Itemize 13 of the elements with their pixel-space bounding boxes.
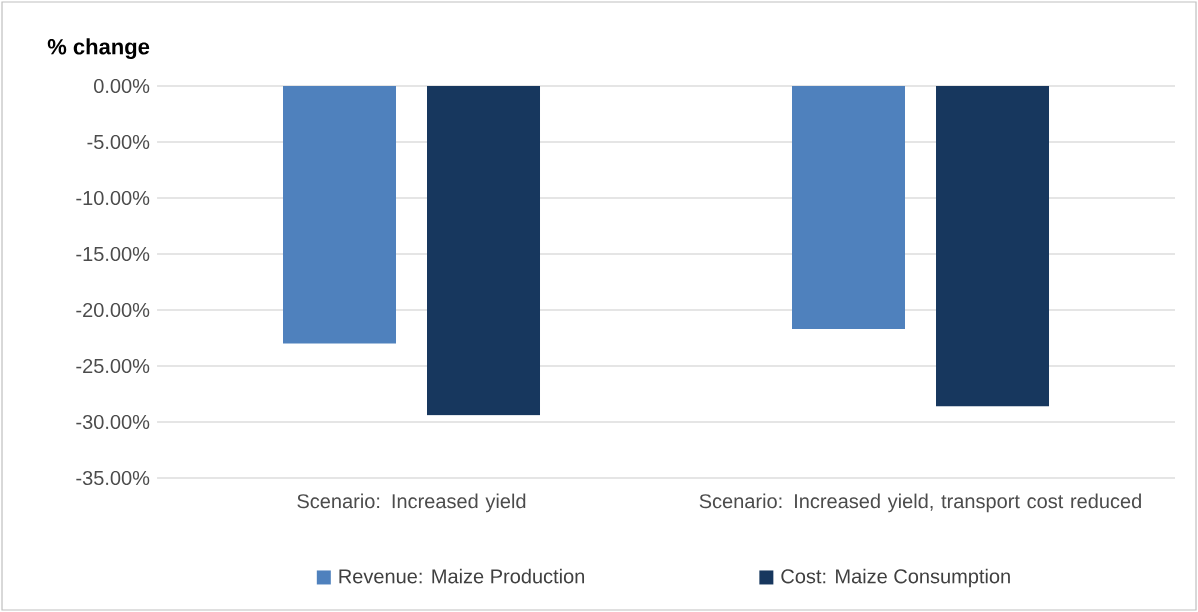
y-tick-label: 0.00% <box>94 78 150 94</box>
y-axis-title: % change <box>47 38 150 59</box>
y-tick-label: -15.00% <box>76 246 150 262</box>
y-tick-label: -5.00% <box>87 134 150 150</box>
legend-label: Revenue: Maize Production <box>339 568 585 584</box>
y-tick-label: -35.00% <box>76 470 150 486</box>
x-tick-label: Scenario: Increased yield <box>297 493 526 513</box>
x-tick-label: Scenario: Increased yield, transport cost reduced <box>699 493 1141 513</box>
y-tick-label: -10.00% <box>76 190 150 206</box>
y-tick-label: -20.00% <box>76 302 150 318</box>
y-tick-label: -30.00% <box>76 414 150 430</box>
legend-label: Cost: Maize Consumption <box>781 568 1010 588</box>
y-tick-label: -25.00% <box>76 358 150 374</box>
